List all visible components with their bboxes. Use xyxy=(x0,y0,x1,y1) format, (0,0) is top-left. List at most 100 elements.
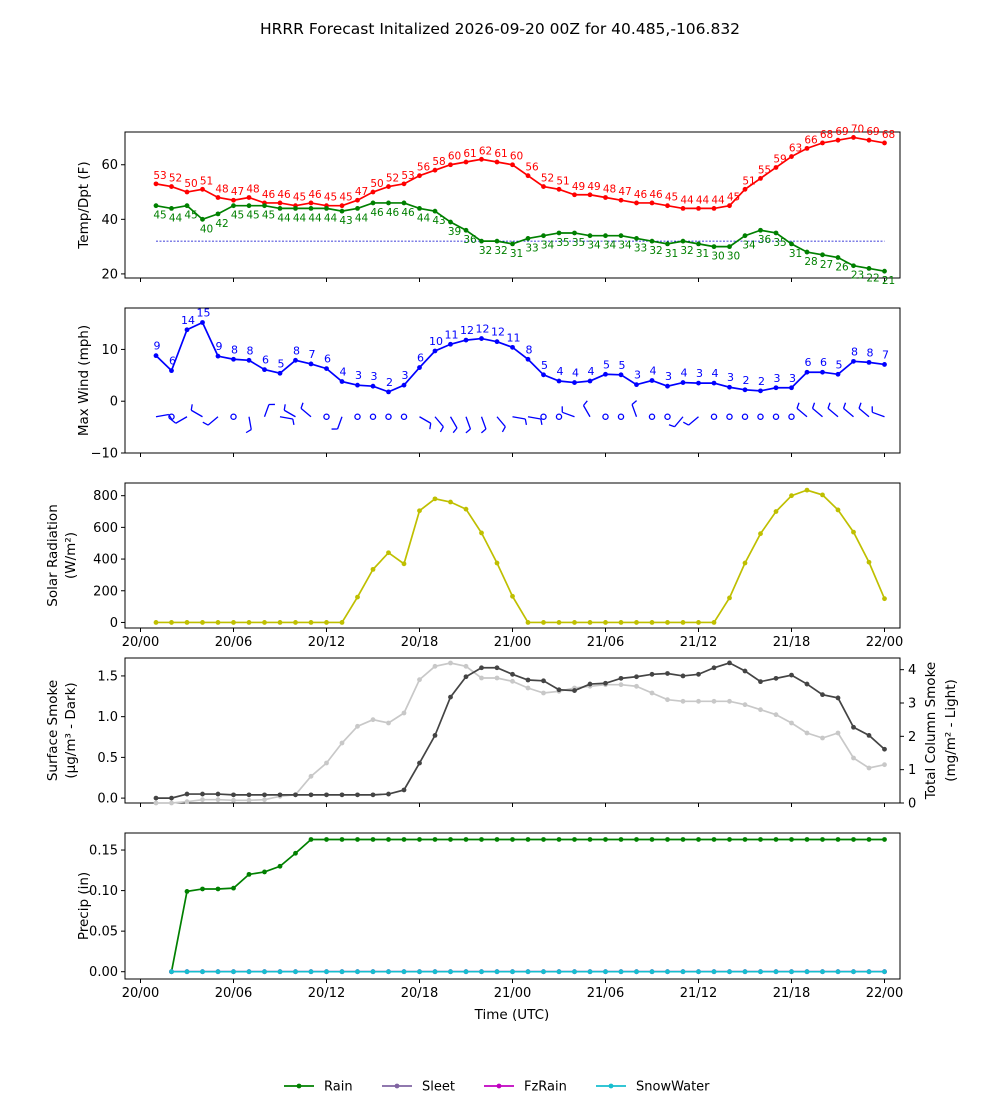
dewpoint-point xyxy=(742,233,748,239)
solar-point xyxy=(851,529,856,535)
smoke-dark-point xyxy=(587,681,593,687)
temp-data-label: 51 xyxy=(200,175,213,187)
solar-point xyxy=(696,620,701,625)
temp-point xyxy=(246,195,252,200)
snowwater-point xyxy=(401,969,407,975)
snowwater-point xyxy=(556,969,562,975)
dewpoint-point xyxy=(417,206,422,211)
snowwater-point xyxy=(603,969,608,975)
solar-point xyxy=(541,620,546,625)
wind-point xyxy=(293,357,298,363)
wind-data-label: 8 xyxy=(293,344,300,357)
rain-point xyxy=(510,837,515,842)
y-right-tick-label: 4 xyxy=(908,663,916,678)
snowwater-point xyxy=(525,969,531,975)
temp-point xyxy=(370,189,376,195)
dewpoint-point xyxy=(866,266,872,271)
dewpoint-point xyxy=(355,206,360,211)
wind-barb-flag xyxy=(170,418,177,424)
smoke-dark-line xyxy=(156,661,886,799)
smoke-dark-point xyxy=(665,671,670,676)
wind-data-label: 4 xyxy=(681,367,688,380)
smoke-light-point xyxy=(665,697,670,703)
solar-point xyxy=(246,620,252,625)
dewpoint-point xyxy=(835,255,841,260)
wind-barb xyxy=(465,416,472,430)
temp-point xyxy=(215,195,221,200)
smoke-dark-point xyxy=(882,746,887,752)
snowwater-point xyxy=(262,969,267,975)
wind-data-label: 3 xyxy=(371,370,378,383)
dewpoint-data-label: 36 xyxy=(758,234,772,246)
wind-barb xyxy=(562,411,575,418)
smoke-dark-point xyxy=(231,792,236,798)
wind-data-label: 11 xyxy=(507,331,521,344)
wind-barb xyxy=(336,416,343,430)
temp-line xyxy=(155,136,885,210)
y-tick-label: 800 xyxy=(93,489,118,504)
x-tick-label: 20/00 xyxy=(122,986,159,1001)
wind-data-label: 7 xyxy=(882,348,889,361)
temp-point xyxy=(200,186,205,192)
dewpoint-point xyxy=(804,249,810,255)
solar-point xyxy=(401,561,407,567)
dewpoint-data-label: 27 xyxy=(820,259,833,271)
wind-point xyxy=(711,380,717,386)
wind-point xyxy=(618,372,624,378)
solar-point xyxy=(215,620,221,625)
snowwater-point xyxy=(680,969,686,975)
wind-barb-calm xyxy=(648,413,656,420)
wind-data-label: 3 xyxy=(774,372,781,385)
dewpoint-data-label: 21 xyxy=(882,275,895,287)
wind-point xyxy=(866,359,872,365)
temp-data-label: 59 xyxy=(773,153,786,165)
wind-data-label: 9 xyxy=(154,340,161,353)
smoke-dark-point xyxy=(835,695,841,701)
solar-point xyxy=(293,620,298,625)
solar-point xyxy=(308,620,314,625)
legend-label-snowwater: SnowWater xyxy=(636,1080,710,1095)
dewpoint-point xyxy=(169,206,174,211)
dewpoint-point xyxy=(324,206,329,211)
wind-barb-calm xyxy=(710,413,718,420)
temp-point xyxy=(479,156,484,162)
wind-barb-calm xyxy=(664,413,671,420)
dewpoint-data-label: 46 xyxy=(370,207,384,219)
wind-barb xyxy=(843,407,854,418)
solar-point xyxy=(556,620,562,625)
smoke-dark-point xyxy=(277,792,283,798)
solar-point xyxy=(866,559,872,565)
smoke-light-point xyxy=(153,800,159,806)
x-tick-label: 20/06 xyxy=(215,986,252,1001)
dewpoint-point xyxy=(665,241,670,247)
wind-point xyxy=(603,371,608,377)
wind-barb-flag xyxy=(452,427,458,434)
snowwater-point xyxy=(851,969,856,975)
smoke-light-point xyxy=(494,675,500,681)
smoke-light-point xyxy=(742,702,748,708)
solar-point xyxy=(448,499,453,505)
wind-barb xyxy=(207,416,219,426)
smoke-light-point xyxy=(758,707,763,713)
rain-point xyxy=(463,837,469,842)
dewpoint-data-label: 33 xyxy=(634,242,647,254)
rain-point xyxy=(262,869,267,875)
snowwater-point xyxy=(634,969,639,975)
x-tick-label: 20/12 xyxy=(308,635,345,650)
temp-data-label: 69 xyxy=(866,126,879,138)
wind-point xyxy=(789,385,794,391)
solar-point xyxy=(386,550,391,556)
wind-barb xyxy=(796,407,808,418)
smoke-light-point xyxy=(680,698,686,704)
solar-point xyxy=(665,620,670,625)
dewpoint-data-label: 35 xyxy=(572,237,585,249)
rain-point xyxy=(200,886,205,892)
x-tick-label: 21/06 xyxy=(587,986,624,1001)
rain-point xyxy=(494,837,500,842)
rain-point xyxy=(758,837,763,842)
y-right-axis-label-units: (mg/m² - Light) xyxy=(943,679,959,782)
wind-point xyxy=(680,380,686,385)
temp-data-label: 44 xyxy=(680,194,694,206)
wind-barb xyxy=(449,416,458,429)
dewpoint-data-label: 35 xyxy=(773,237,786,249)
